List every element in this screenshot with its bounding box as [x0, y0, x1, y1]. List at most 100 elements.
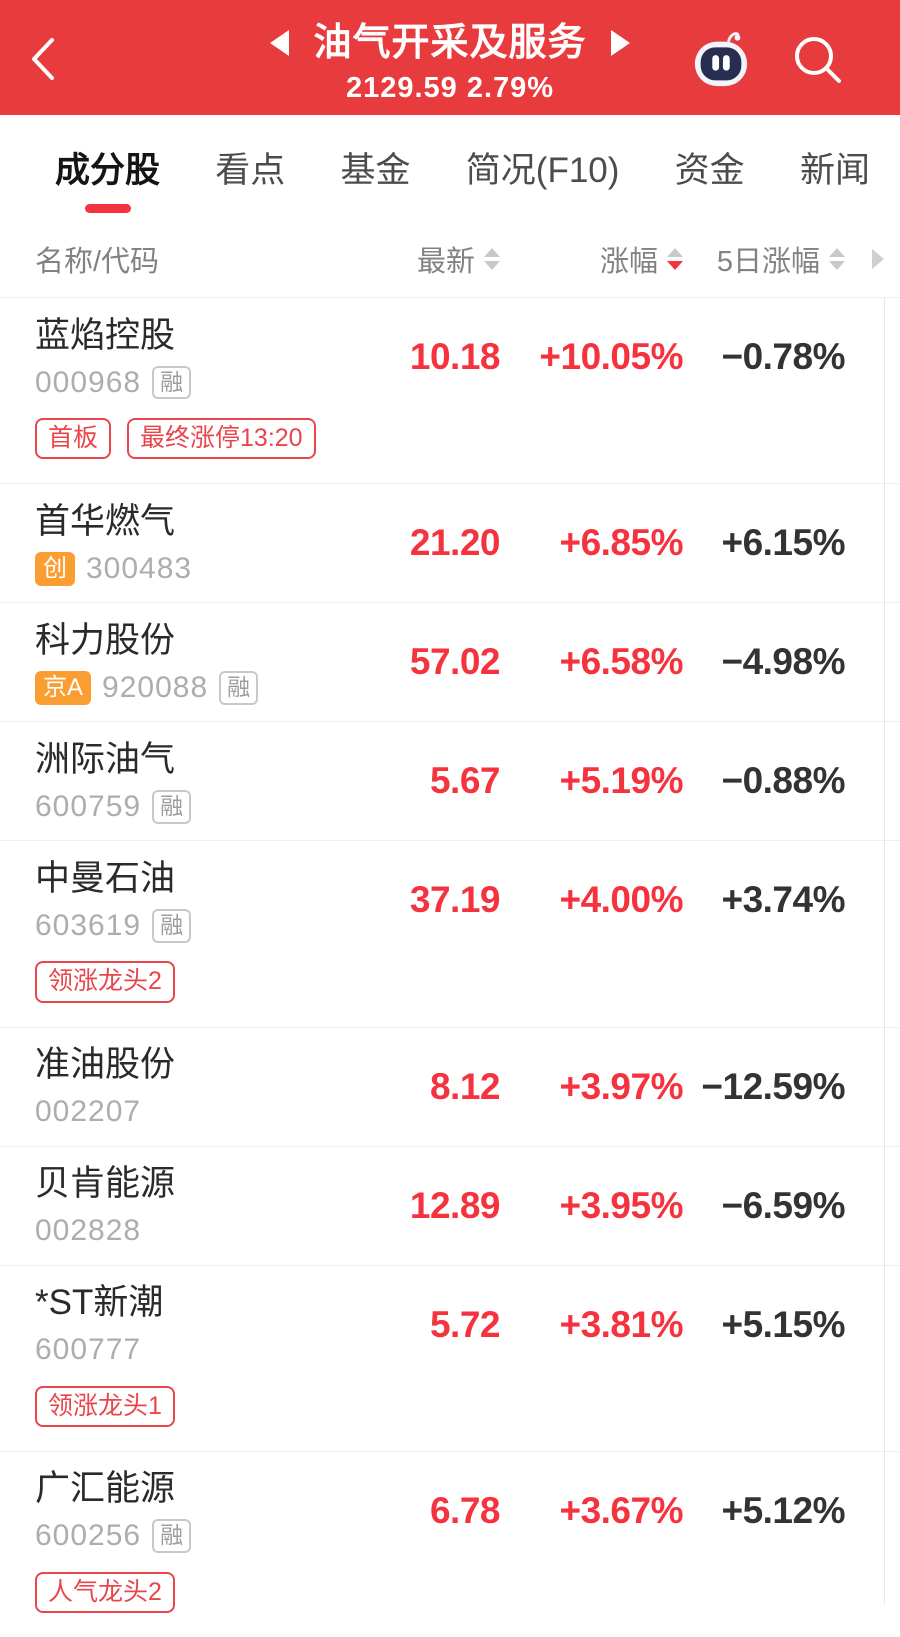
latest-price: 6.78 [429, 1489, 501, 1531]
latest-price: 5.72 [429, 1303, 501, 1345]
change-percent: +3.95% [559, 1184, 683, 1226]
sort-arrows-icon [667, 248, 683, 270]
stock-name-block: 贝肯能源 002828 [35, 1163, 330, 1248]
column-label: 最新 [416, 246, 475, 278]
column-header-name-code: 名称/代码 [35, 238, 330, 280]
app-header: 油气开采及服务 2129.59 2.79% [0, 0, 900, 115]
row-tags: 首板 最终涨停13:20 [0, 416, 900, 483]
stock-name-block: *ST新潮 600777 [35, 1282, 330, 1367]
change-percent: +6.85% [559, 522, 683, 564]
stock-code: 300483 [86, 551, 193, 585]
tab-简况(F10)[interactable]: 简况(F10) [466, 142, 620, 221]
stock-name-block: 洲际油气 600759 融 [35, 739, 330, 824]
margin-trading-badge: 融 [152, 908, 192, 943]
stock-code-line: 600759 融 [35, 790, 330, 824]
search-icon[interactable] [790, 32, 844, 86]
latest-price: 12.89 [409, 1184, 501, 1226]
stock-code-line: 603619 融 [35, 909, 330, 943]
more-columns-chevron-icon [872, 249, 884, 269]
stock-name: 蓝焰控股 [35, 315, 176, 355]
stock-name: 洲际油气 [35, 739, 176, 779]
column-label: 5日涨幅 [716, 246, 820, 278]
tab-label: 资金 [674, 151, 745, 190]
stock-code-line: 600256 融 [35, 1519, 330, 1554]
change-5day-percent: −6.59% [721, 1184, 845, 1226]
stock-code: 600759 [35, 789, 142, 823]
stock-code: 600777 [35, 1333, 142, 1366]
change-5day-percent: +5.15% [721, 1303, 845, 1345]
column-header-change[interactable]: 涨幅 [500, 238, 683, 280]
stock-name-block: 科力股份 京A 920088 融 [35, 620, 330, 705]
back-button[interactable] [26, 36, 60, 82]
stock-code-line: 创 300483 [35, 552, 330, 586]
stock-row[interactable]: 广汇能源 600256 融 6.78 +3.67% +5.12% 人气龙头2 [0, 1450, 900, 1637]
tab-label: 简况(F10) [465, 151, 620, 190]
stock-tag: 领涨龙头1 [35, 1385, 175, 1427]
change-percent: +3.97% [559, 1065, 683, 1107]
next-sector-button[interactable] [610, 30, 630, 56]
stock-row[interactable]: 贝肯能源 002828 12.89 +3.95% −6.59% [0, 1145, 900, 1265]
latest-price: 21.20 [409, 522, 501, 564]
stock-name: 首华燃气 [35, 501, 176, 541]
stock-row[interactable]: 准油股份 002207 8.12 +3.97% −12.59% [0, 1026, 900, 1146]
column-header-latest[interactable]: 最新 [330, 238, 500, 280]
stock-list: 蓝焰控股 000968 融 10.18 +10.05% −0.78% 首板 最终涨… [0, 297, 900, 1637]
column-label: 名称/代码 [35, 246, 160, 278]
stock-row[interactable]: *ST新潮 600777 5.72 +3.81% +5.15% 领涨龙头1 [0, 1264, 900, 1451]
tab-成分股[interactable]: 成分股 [55, 142, 160, 221]
column-scroll-divider [884, 297, 885, 1604]
change-5day-percent: +3.74% [721, 879, 845, 921]
tab-新闻[interactable]: 新闻 [800, 142, 870, 221]
stock-row[interactable]: 蓝焰控股 000968 融 10.18 +10.05% −0.78% 首板 最终涨… [0, 297, 900, 483]
stock-name-block: 蓝焰控股 000968 融 [35, 315, 330, 400]
change-5day-percent: +6.15% [721, 522, 845, 564]
stock-code-line: 002207 [35, 1095, 330, 1129]
change-5day-percent: −12.59% [701, 1065, 845, 1107]
stock-row[interactable]: 洲际油气 600759 融 5.67 +5.19% −0.88% [0, 721, 900, 840]
stock-row[interactable]: 科力股份 京A 920088 融 57.02 +6.58% −4.98% [0, 602, 900, 721]
stock-name-block: 中曼石油 603619 融 [35, 858, 330, 943]
latest-price: 37.19 [409, 879, 501, 921]
change-percent: +10.05% [539, 336, 683, 377]
sort-arrows-icon [829, 248, 845, 270]
latest-price: 8.12 [429, 1065, 501, 1107]
prev-sector-button[interactable] [270, 30, 290, 56]
assistant-robot-icon[interactable] [690, 28, 752, 90]
change-percent: +6.58% [559, 641, 683, 683]
tab-label: 成分股 [55, 151, 161, 190]
stock-code: 002207 [35, 1095, 142, 1128]
tab-看点[interactable]: 看点 [215, 142, 285, 221]
market-badge: 京A [35, 670, 92, 705]
stock-code-line: 600777 [35, 1333, 330, 1367]
tab-label: 新闻 [799, 151, 870, 190]
stock-name-block: 广汇能源 600256 融 [35, 1468, 330, 1554]
tab-基金[interactable]: 基金 [341, 142, 411, 221]
stock-tag: 领涨龙头2 [35, 961, 175, 1003]
change-5day-percent: −0.88% [721, 760, 845, 802]
change-percent: +4.00% [559, 879, 683, 921]
column-label: 涨幅 [599, 246, 658, 278]
header-title-block: 油气开采及服务 2129.59 2.79% [0, 0, 900, 115]
latest-price: 10.18 [409, 336, 501, 377]
stock-tag: 人气龙头2 [35, 1571, 175, 1613]
stock-name: 广汇能源 [35, 1469, 176, 1509]
change-percent: +3.67% [559, 1489, 683, 1531]
stock-code: 920088 [102, 670, 209, 704]
stock-row[interactable]: 首华燃气 创 300483 21.20 +6.85% +6.15% [0, 483, 900, 602]
row-tags: 人气龙头2 [0, 1570, 900, 1637]
stock-name: 贝肯能源 [35, 1164, 176, 1203]
tab-label: 基金 [340, 151, 411, 190]
sector-index-and-change: 2129.59 2.79% [345, 71, 555, 104]
active-tab-underline [84, 204, 131, 213]
margin-trading-badge: 融 [152, 789, 192, 824]
stock-row[interactable]: 中曼石油 603619 融 37.19 +4.00% +3.74% 领涨龙头2 [0, 840, 900, 1026]
stock-tag: 最终涨停13:20 [127, 418, 316, 460]
stock-code-line: 002828 [35, 1214, 330, 1248]
change-5day-percent: −0.78% [721, 336, 845, 377]
tab-资金[interactable]: 资金 [675, 142, 745, 221]
stock-code: 002828 [35, 1214, 142, 1247]
stock-tag: 首板 [35, 418, 112, 460]
stock-name: 中曼石油 [35, 858, 176, 898]
change-percent: +5.19% [559, 760, 683, 802]
column-header-5day-change[interactable]: 5日涨幅 [683, 238, 845, 280]
